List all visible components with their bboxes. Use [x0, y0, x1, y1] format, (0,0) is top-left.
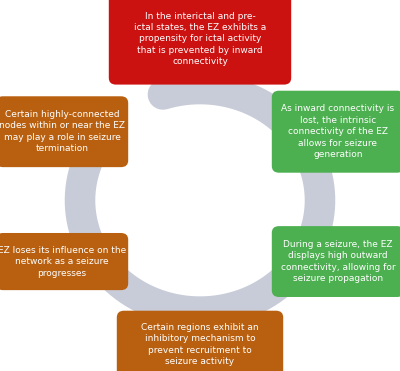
FancyBboxPatch shape	[272, 91, 400, 173]
FancyBboxPatch shape	[109, 0, 291, 85]
Text: In the interictal and pre-
ictal states, the EZ exhibits a
propensity for ictal : In the interictal and pre- ictal states,…	[134, 12, 266, 66]
FancyBboxPatch shape	[0, 233, 128, 290]
FancyBboxPatch shape	[117, 311, 283, 371]
Text: During a seizure, the EZ
displays high outward
connectivity, allowing for
seizur: During a seizure, the EZ displays high o…	[281, 240, 395, 283]
FancyBboxPatch shape	[272, 226, 400, 297]
Text: EZ loses its influence on the
network as a seizure
progresses: EZ loses its influence on the network as…	[0, 246, 126, 278]
Text: As inward connectivity is
lost, the intrinsic
connectivity of the EZ
allows for : As inward connectivity is lost, the intr…	[282, 104, 394, 159]
Text: Certain regions exhibit an
inhibitory mechanism to
prevent recruitment to
seizur: Certain regions exhibit an inhibitory me…	[141, 323, 259, 366]
Text: Certain highly-connected
nodes within or near the EZ
may play a role in seizure
: Certain highly-connected nodes within or…	[0, 110, 125, 153]
FancyBboxPatch shape	[0, 96, 128, 167]
